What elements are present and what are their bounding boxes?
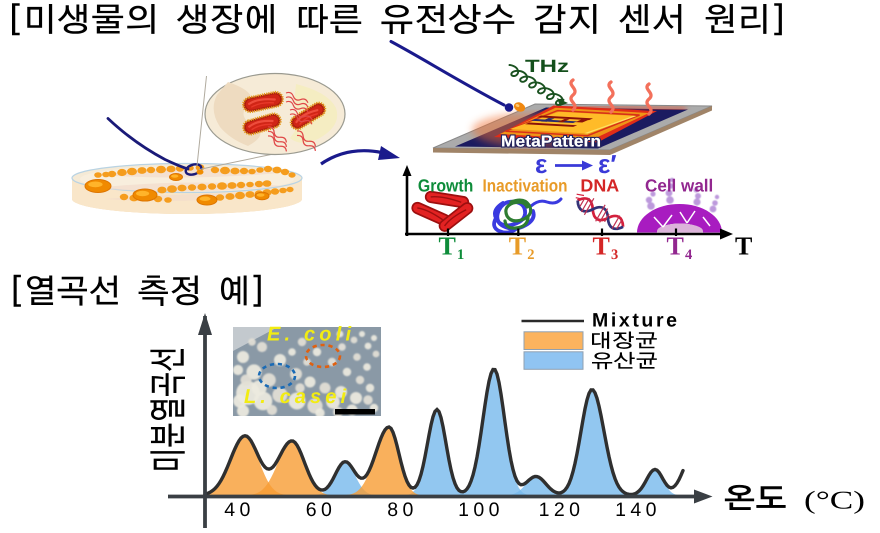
svg-text:1: 1 [457, 247, 464, 263]
svg-text:T: T [735, 232, 752, 261]
svg-text:3: 3 [611, 247, 618, 263]
svg-text:E. coli: E. coli [267, 324, 351, 346]
svg-text:80: 80 [387, 499, 418, 521]
svg-text:2: 2 [527, 247, 534, 263]
svg-text:T: T [439, 232, 456, 261]
svg-text:MetaPattern: MetaPattern [501, 134, 601, 151]
svg-text:T: T [667, 232, 684, 261]
svg-text:4: 4 [685, 247, 692, 263]
svg-text:THz: THz [525, 56, 569, 76]
svg-text:60: 60 [306, 499, 337, 521]
svg-text:Inactivation: Inactivation [483, 176, 568, 196]
svg-text:ε: ε [535, 149, 547, 179]
svg-text:T: T [509, 232, 526, 261]
svg-text:100: 100 [458, 499, 504, 521]
svg-text:Growth: Growth [418, 176, 473, 196]
svg-text:L. casei: L. casei [244, 386, 346, 408]
svg-text:(°C): (°C) [804, 486, 865, 515]
svg-text:40: 40 [224, 499, 255, 521]
svg-text:Mixture: Mixture [592, 310, 677, 332]
svg-text:DNA: DNA [580, 176, 619, 196]
svg-text:T: T [593, 232, 610, 261]
svg-text:120: 120 [539, 499, 585, 521]
svg-text:140: 140 [615, 499, 661, 521]
svg-text:ε′: ε′ [598, 149, 617, 179]
svg-text:Cell wall: Cell wall [645, 176, 713, 196]
svg-text:MetaPattern: MetaPattern [501, 134, 601, 151]
